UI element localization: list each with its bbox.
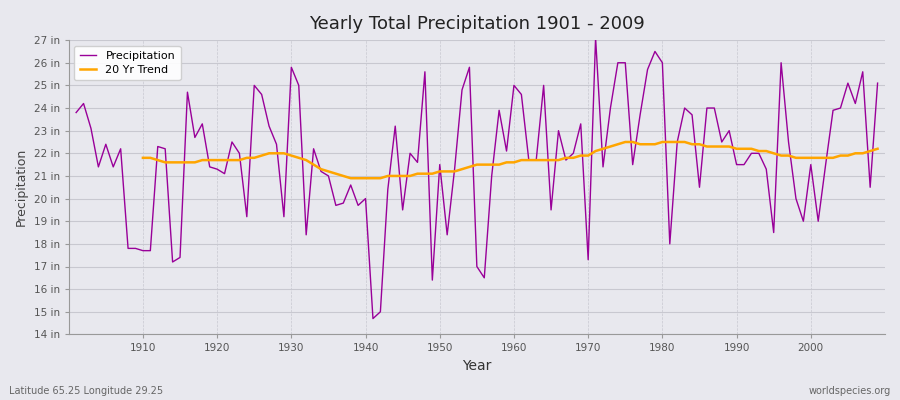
20 Yr Trend — [850, 151, 860, 156]
X-axis label: Year: Year — [463, 359, 491, 373]
Precipitation — [293, 83, 304, 88]
Precipitation — [590, 36, 601, 40]
Y-axis label: Precipitation: Precipitation — [15, 148, 28, 226]
Precipitation — [516, 92, 526, 97]
Precipitation — [872, 81, 883, 86]
20 Yr Trend — [308, 162, 319, 167]
Precipitation — [338, 201, 348, 206]
20 Yr Trend — [828, 156, 839, 160]
Precipitation — [612, 60, 623, 65]
20 Yr Trend — [278, 151, 289, 156]
Line: Precipitation: Precipitation — [76, 38, 878, 318]
Precipitation — [367, 316, 378, 321]
Legend: Precipitation, 20 Yr Trend: Precipitation, 20 Yr Trend — [75, 46, 181, 80]
20 Yr Trend — [346, 176, 356, 181]
Text: Latitude 65.25 Longitude 29.25: Latitude 65.25 Longitude 29.25 — [9, 386, 163, 396]
Precipitation — [71, 110, 82, 115]
Precipitation — [130, 246, 141, 251]
Title: Yearly Total Precipitation 1901 - 2009: Yearly Total Precipitation 1901 - 2009 — [309, 15, 644, 33]
20 Yr Trend — [524, 158, 535, 162]
20 Yr Trend — [620, 140, 631, 144]
20 Yr Trend — [872, 146, 883, 151]
Precipitation — [508, 83, 519, 88]
20 Yr Trend — [583, 153, 594, 158]
Text: worldspecies.org: worldspecies.org — [809, 386, 891, 396]
Line: 20 Yr Trend: 20 Yr Trend — [143, 142, 878, 178]
20 Yr Trend — [138, 156, 148, 160]
